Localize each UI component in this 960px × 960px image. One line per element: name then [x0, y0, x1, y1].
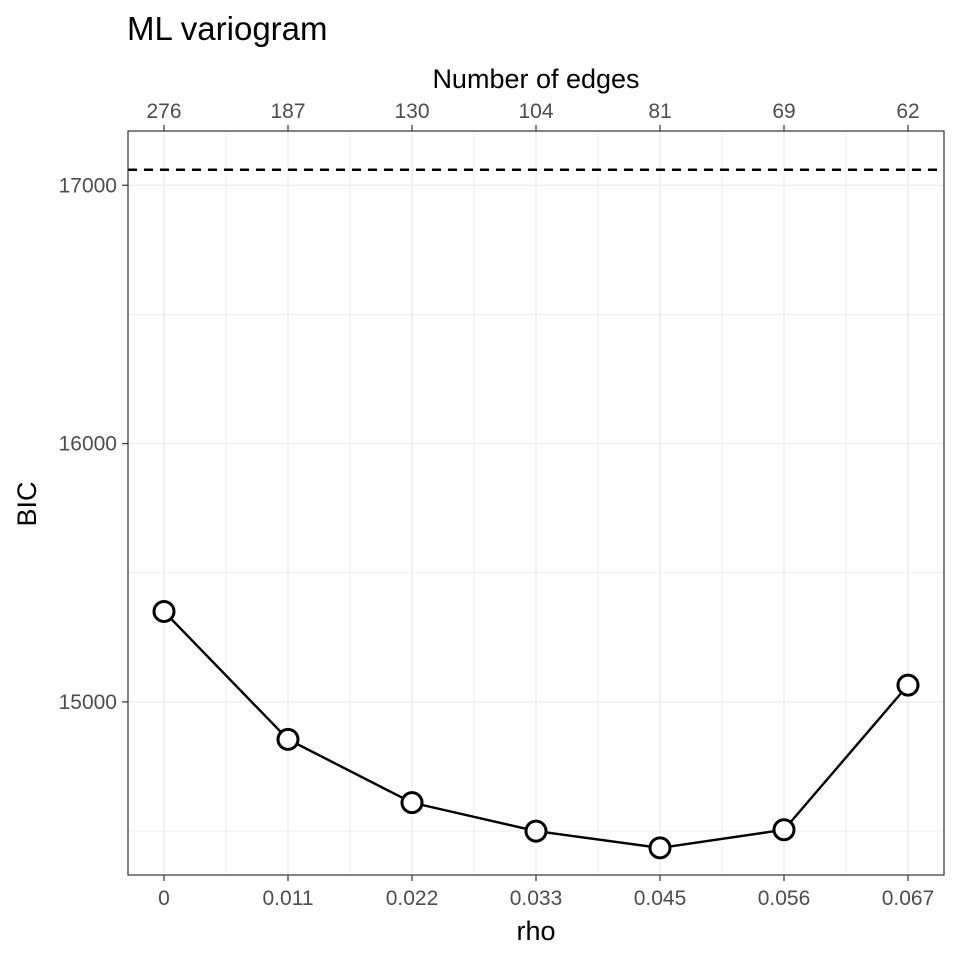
top-axis-ticks: 276 187 130 104 81 69 62	[146, 100, 920, 131]
data-point	[276, 727, 300, 751]
x-tick-label: 0	[158, 887, 170, 910]
x-tick-label: 0.033	[510, 887, 563, 910]
x-tick-label: 0.011	[263, 887, 314, 910]
top-tick-label: 62	[896, 100, 919, 123]
x-tick-label: 0.045	[634, 887, 687, 910]
y-tick-label: 15000	[59, 691, 117, 714]
data-point	[400, 791, 424, 815]
data-point	[152, 600, 176, 623]
data-point	[524, 819, 548, 843]
data-point	[896, 673, 920, 697]
panel-border	[127, 130, 945, 876]
x-tick-label: 0.056	[758, 887, 811, 910]
top-tick-label: 69	[772, 100, 795, 123]
x-axis-title: rho	[516, 916, 555, 946]
top-axis-title: Number of edges	[432, 64, 639, 94]
top-tick-label: 81	[648, 100, 671, 123]
top-tick-label: 104	[518, 100, 553, 123]
series-layer	[152, 600, 920, 860]
x-ticks: 0 0.011 0.022 0.033 0.045 0.056 0.067	[158, 875, 934, 910]
chart-title: ML variogram	[127, 10, 328, 47]
top-tick-label: 276	[146, 100, 181, 123]
top-tick-label: 187	[270, 100, 305, 123]
y-tick-label: 17000	[59, 174, 117, 197]
y-ticks: 15000 16000 17000	[59, 174, 128, 714]
data-point	[648, 836, 672, 860]
grid	[128, 131, 944, 875]
x-tick-label: 0.022	[386, 887, 439, 910]
x-tick-label: 0.067	[882, 887, 935, 910]
y-axis-title: BIC	[12, 481, 42, 526]
top-tick-label: 130	[394, 100, 429, 123]
data-point	[772, 818, 796, 842]
y-tick-label: 16000	[59, 433, 117, 456]
